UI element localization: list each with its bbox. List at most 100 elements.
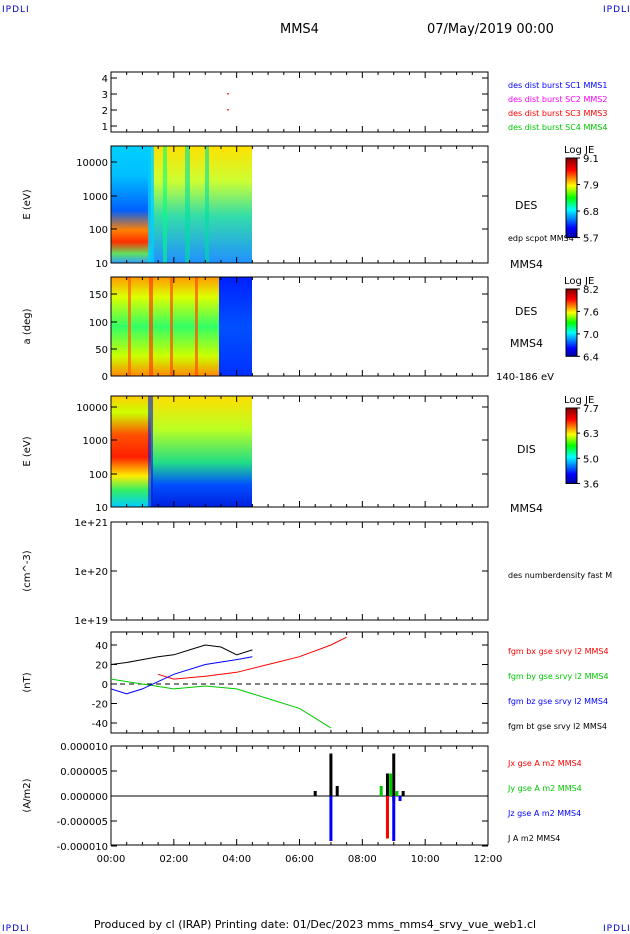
panel4-ytick-label: 10 bbox=[95, 503, 108, 514]
panel1-frame bbox=[110, 71, 489, 133]
plot-title: MMS4 bbox=[280, 22, 319, 37]
panel3-colorbar-title: Log JE bbox=[564, 276, 594, 287]
panel3-ytick-label: 50 bbox=[95, 345, 108, 356]
panel6-legend-2: fgm by gse srvy l2 MMS4 bbox=[508, 672, 609, 681]
panel4-ytick-label: 100 bbox=[89, 470, 108, 481]
panel4-colorbar-tick-label: 3.6 bbox=[583, 479, 599, 490]
panel7-ylabel: (A/m2) bbox=[22, 778, 33, 812]
burst-marker bbox=[227, 93, 229, 95]
panel2-colorbar-tick-label: 5.7 bbox=[583, 234, 599, 245]
panel6-ylabel: (nT) bbox=[22, 672, 33, 692]
panel1-legend-3: des dist burst SC3 MMS3 bbox=[508, 109, 607, 118]
panel3-ytick-label: 0 bbox=[102, 372, 108, 383]
panel3-ylabel: a (deg) bbox=[22, 308, 33, 344]
dis-energy-spectrogram bbox=[111, 396, 252, 507]
panel4-colorbar-tick-label: 7.7 bbox=[583, 404, 599, 415]
x-tick-label: 04:00 bbox=[222, 854, 251, 865]
x-tick-label: 06:00 bbox=[285, 854, 314, 865]
panel5-label: des numberdensity fast M bbox=[508, 571, 612, 580]
plot-date: 07/May/2019 00:00 bbox=[427, 22, 554, 37]
panel4-sc: MMS4 bbox=[510, 502, 543, 515]
panel1-ytick-label: 1 bbox=[102, 122, 108, 133]
panel6-ytick-label: 40 bbox=[95, 641, 108, 652]
panel5-ytick-label: 1e+20 bbox=[74, 567, 108, 578]
panel3-colorbar-tick-label: 7.0 bbox=[583, 330, 599, 341]
panel6-legend-4: fgm bt gse srvy l2 MMS4 bbox=[508, 722, 607, 731]
panel2-ylabel: E (eV) bbox=[22, 189, 33, 219]
panel5-frame bbox=[110, 521, 489, 621]
corner-logo-br: IPDLI bbox=[603, 924, 630, 934]
panel2-colorbar bbox=[565, 157, 578, 239]
panel2-extra: edp scpot MMS4 bbox=[508, 234, 574, 243]
panel2-sc: MMS4 bbox=[510, 258, 543, 271]
panel3-colorbar-tick-label: 7.6 bbox=[583, 307, 599, 318]
panel6-legend-1: fgm bx gse srvy l2 MMS4 bbox=[508, 647, 609, 656]
panel6-ytick-label: 0 bbox=[102, 680, 108, 691]
des-energy-spectrogram bbox=[111, 146, 252, 263]
panel2-colorbar-title: Log JE bbox=[564, 145, 594, 156]
series-line bbox=[110, 644, 253, 665]
panel2-colorbar-tick-label: 9.1 bbox=[583, 154, 599, 165]
panel7-ytick-label: 0.000000 bbox=[60, 792, 108, 803]
panel1-legend-4: des dist burst SC4 MMS4 bbox=[508, 123, 607, 132]
burst-marker bbox=[227, 109, 229, 111]
panel5-ytick-label: 1e+19 bbox=[74, 616, 108, 627]
x-tick-label: 00:00 bbox=[97, 854, 126, 865]
corner-logo-bl: IPDLI bbox=[2, 924, 30, 934]
panel5-ytick-label: 1e+21 bbox=[74, 518, 108, 529]
series-line bbox=[110, 678, 332, 729]
panel1-ytick-label: 2 bbox=[102, 106, 108, 117]
panel4-ylabel: E (eV) bbox=[22, 436, 33, 466]
series-line bbox=[157, 636, 347, 680]
panel7-legend-4: J A m2 MMS4 bbox=[507, 834, 560, 843]
panel3-species: DES bbox=[515, 305, 537, 318]
panel3-sc: MMS4 bbox=[510, 337, 543, 350]
panel6-ytick-label: 20 bbox=[95, 661, 108, 672]
panel4-ytick-label: 1000 bbox=[83, 436, 108, 447]
panel7-legend-2: Jy gse A m2 MMS4 bbox=[507, 784, 582, 793]
panel2-ytick-label: 1000 bbox=[83, 192, 108, 203]
panel2-ytick-label: 10000 bbox=[76, 158, 108, 169]
series-line bbox=[110, 656, 253, 695]
x-tick-label: 10:00 bbox=[411, 854, 440, 865]
panel4-colorbar-title: Log JE bbox=[564, 395, 594, 406]
panel7-legend-1: Jx gse A m2 MMS4 bbox=[507, 759, 582, 768]
panel1-legend-1: des dist burst SC1 MMS1 bbox=[508, 81, 607, 90]
panel2-colorbar-tick-label: 6.8 bbox=[583, 207, 599, 218]
corner-logo-tr: IPDLI bbox=[603, 5, 630, 15]
des-pitch-angle-spectrogram bbox=[111, 277, 252, 376]
panel2-ytick-label: 100 bbox=[89, 225, 108, 236]
panel4-colorbar-tick-label: 6.3 bbox=[583, 429, 599, 440]
x-tick-label: 02:00 bbox=[159, 854, 188, 865]
x-tick-label: 12:00 bbox=[474, 854, 503, 865]
panel7-ytick-label: 0.000010 bbox=[60, 742, 108, 753]
panel6-legend-3: fgm bz gse srvy l2 MMS4 bbox=[508, 697, 608, 706]
panel4-colorbar-tick-label: 5.0 bbox=[583, 454, 599, 465]
panel7-ytick-label: 0.000005 bbox=[60, 767, 108, 778]
panel3-colorbar-tick-label: 8.2 bbox=[583, 285, 599, 296]
panel1-ytick-label: 3 bbox=[102, 90, 108, 101]
panel4-colorbar bbox=[565, 407, 578, 484]
panel6-ytick-label: -40 bbox=[92, 719, 108, 730]
panel5-ylabel: (cm^-3) bbox=[22, 550, 33, 591]
panel7-ytick-label: -0.000005 bbox=[57, 817, 108, 828]
panel3-colorbar-tick-label: 6.4 bbox=[583, 352, 599, 363]
panel6-ytick-label: -20 bbox=[92, 700, 108, 711]
x-tick-label: 08:00 bbox=[348, 854, 377, 865]
panel4-ytick-label: 10000 bbox=[76, 403, 108, 414]
panel7-ytick-label: -0.000010 bbox=[57, 842, 108, 853]
panel1-legend-2: des dist burst SC2 MMS2 bbox=[508, 95, 607, 104]
panel3-ytick-label: 100 bbox=[89, 318, 108, 329]
panel2-species: DES bbox=[515, 199, 537, 212]
footer-text: Produced by cl (IRAP) Printing date: 01/… bbox=[93, 918, 537, 931]
panel6-frame bbox=[110, 631, 489, 734]
panel3-ytick-label: 150 bbox=[89, 290, 108, 301]
corner-logo-tl: IPDLI bbox=[2, 5, 30, 15]
panel3-colorbar bbox=[565, 288, 578, 357]
panel3-energy: 140-186 eV bbox=[496, 372, 554, 383]
panel2-colorbar-tick-label: 7.9 bbox=[583, 181, 599, 192]
panel7-legend-3: Jz gse A m2 MMS4 bbox=[507, 809, 581, 818]
panel1-ytick-label: 4 bbox=[102, 74, 108, 85]
panel2-ytick-label: 10 bbox=[95, 259, 108, 270]
